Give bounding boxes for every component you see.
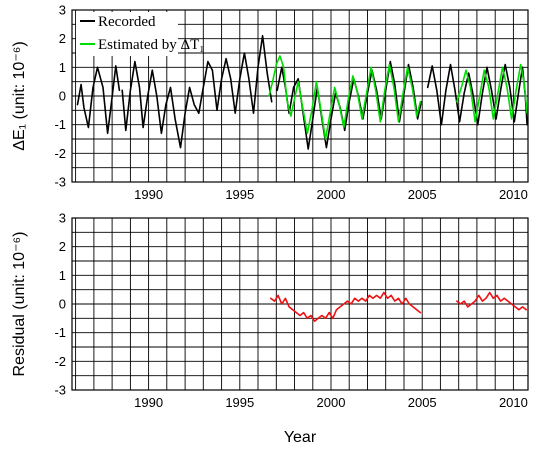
bottom-y-axis-label: Residual (unit: 10⁻⁶) [11, 232, 28, 377]
legend-box [76, 12, 178, 56]
bottom-plot-frame [71, 217, 529, 391]
legend-label-recorded: Recorded [98, 14, 156, 30]
series-line-recorded [76, 65, 121, 135]
series-line-estimated [268, 55, 422, 140]
series-line-recorded [121, 34, 273, 149]
series-line-residual [269, 291, 422, 323]
x-tick-label: 1990 [134, 395, 163, 410]
series-line-residual [456, 291, 528, 311]
x-tick-label: 2000 [317, 187, 346, 202]
bottom-chart-panel: 3 2 1 0 -1 -2 -3 1990 1995 2000 2005 2010 Residual… [11, 211, 529, 446]
y-tick-label: 0 [59, 89, 66, 104]
bottom-series-lines [269, 291, 528, 323]
x-tick-label: 1995 [225, 187, 254, 202]
y-tick-label: -2 [54, 354, 66, 369]
y-tick-label: -3 [54, 383, 66, 398]
bottom-x-tick-labels: 1990 1995 2000 2005 2010 [134, 395, 528, 410]
x-tick-label: 2010 [499, 395, 528, 410]
y-tick-label: 1 [59, 60, 66, 75]
y-tick-label: 3 [59, 3, 66, 18]
top-plot-frame [71, 9, 529, 183]
x-tick-label: 2000 [317, 395, 346, 410]
legend: Recorded Estimated by ΔT₁ [76, 12, 205, 56]
y-tick-label: -1 [54, 325, 66, 340]
y-tick-label: -1 [54, 117, 66, 132]
x-tick-label: 2005 [408, 187, 437, 202]
x-tick-label: 1995 [225, 395, 254, 410]
x-axis-label: Year [284, 429, 317, 446]
series-line-recorded [426, 63, 528, 126]
y-tick-label: 3 [59, 211, 66, 226]
bottom-gridlines [72, 218, 528, 390]
bottom-y-tick-labels: 3 2 1 0 -1 -2 -3 [54, 211, 66, 398]
legend-label-estimated: Estimated by ΔT₁ [98, 37, 205, 53]
x-tick-label: 2005 [408, 395, 437, 410]
top-x-tick-labels: 1990 1995 2000 2005 2010 [134, 187, 528, 202]
x-tick-label: 2010 [499, 187, 528, 202]
y-tick-label: -2 [54, 146, 66, 161]
y-tick-label: 1 [59, 268, 66, 283]
x-tick-label: 1990 [134, 187, 163, 202]
y-tick-label: -3 [54, 175, 66, 190]
y-tick-label: 0 [59, 297, 66, 312]
top-y-tick-labels: 3 2 1 0 -1 -2 -3 [54, 3, 66, 190]
top-chart-panel: 3 2 1 0 -1 -2 -3 1990 1995 2000 2005 2010 Recorded… [11, 3, 529, 202]
top-y-axis-label: ΔE₁ (unit: 10⁻⁶) [11, 41, 28, 150]
top-series-lines [76, 34, 528, 150]
series-line-estimated [456, 63, 528, 123]
y-tick-label: 2 [59, 31, 66, 46]
y-tick-label: 2 [59, 239, 66, 254]
